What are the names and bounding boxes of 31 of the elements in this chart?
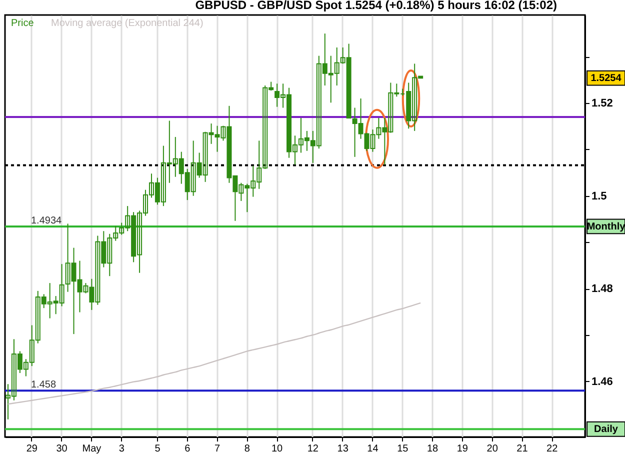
- x-tick-label: 8: [244, 444, 250, 454]
- y-tick-label: 1.52: [592, 98, 613, 110]
- x-tick-label: 15: [397, 444, 409, 454]
- ref-line-label: 1.458: [31, 380, 56, 391]
- x-tick-label: 12: [307, 444, 319, 454]
- annotation: Daily: [594, 424, 618, 436]
- x-tick-label: 10: [272, 444, 284, 454]
- x-tick-label: 30: [56, 444, 68, 454]
- chart-title: GBPUSD - GBP/USD Spot 1.5254 (+0.18%) 5 hours 16:02 (15:02): [195, 0, 557, 12]
- annotation: Monthly: [586, 221, 625, 232]
- x-tick-label: May: [82, 444, 102, 454]
- x-tick-label: 7: [214, 444, 220, 454]
- text: Price: [11, 18, 34, 29]
- x-tick-label: 13: [337, 444, 349, 454]
- y-tick-label: 1.48: [592, 283, 613, 296]
- y-tick-label: 1.46: [592, 376, 613, 388]
- x-tick-label: 20: [486, 444, 498, 454]
- x-tick-label: 14: [367, 444, 379, 454]
- x-tick-label: 29: [26, 444, 38, 454]
- text: Moving average (Exponential 244): [51, 18, 204, 29]
- y-tick-label: 1.5: [592, 190, 607, 202]
- line-series: [7, 302, 422, 405]
- ref-line-label: 1.4934: [31, 215, 62, 226]
- x-tick-label: 19: [456, 444, 468, 454]
- x-tick-label: 18: [426, 444, 439, 454]
- x-tick-label: 5: [154, 444, 161, 454]
- x-tick-label: 21: [516, 444, 528, 454]
- x-tick-label: 3: [118, 444, 125, 454]
- annotation: 1.5254: [590, 73, 622, 84]
- x-tick-label: 6: [184, 444, 191, 454]
- x-tick-label: 22: [546, 444, 558, 454]
